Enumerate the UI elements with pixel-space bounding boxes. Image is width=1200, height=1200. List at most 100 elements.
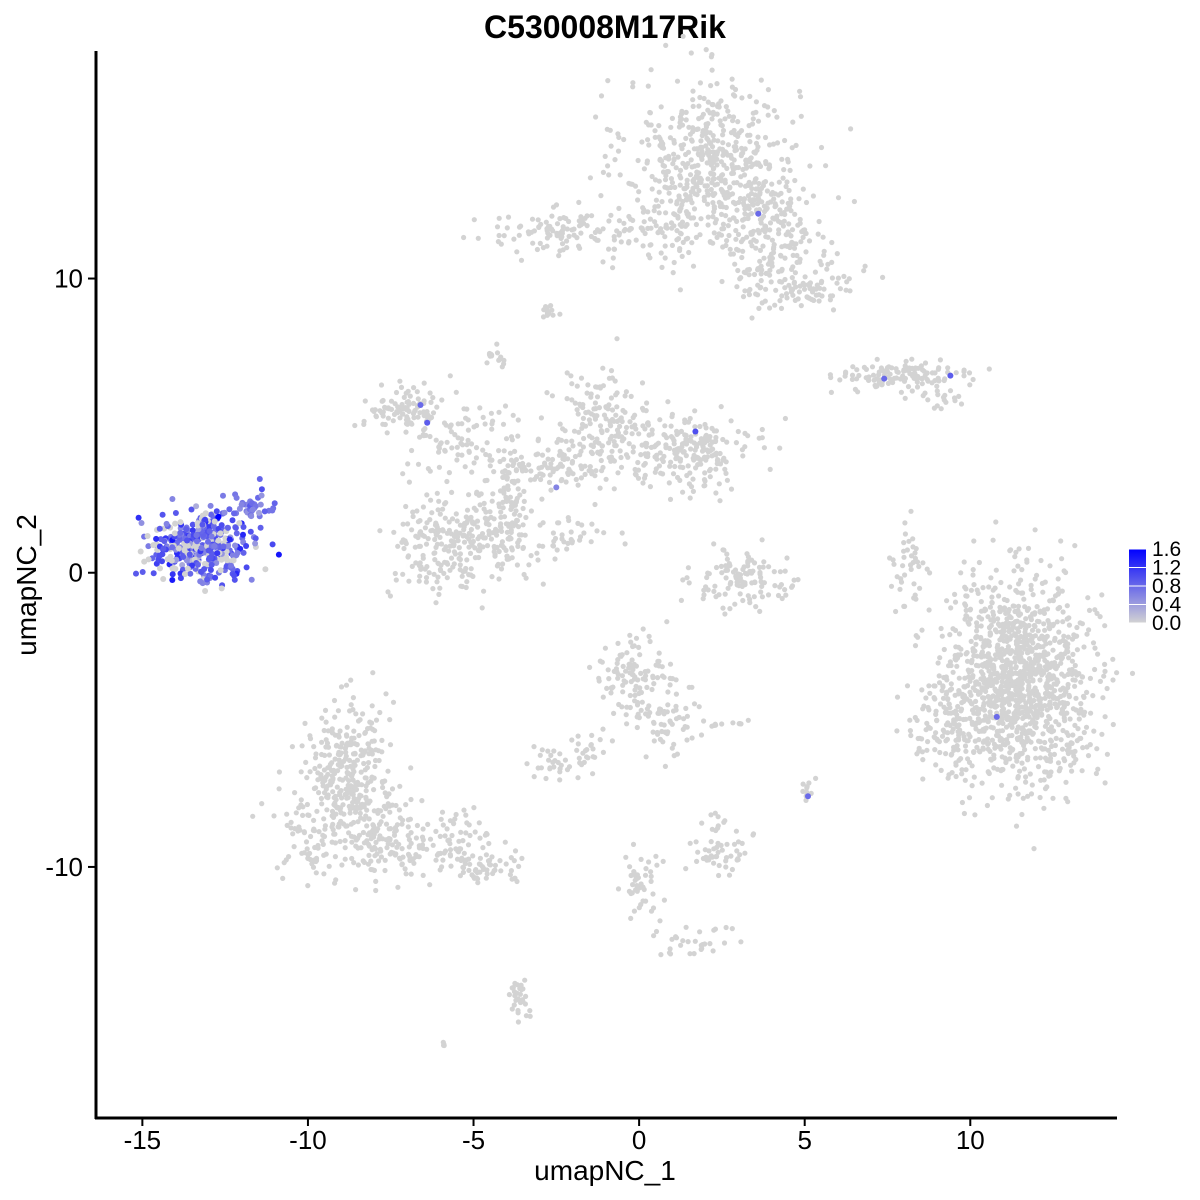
cell-point <box>952 599 959 605</box>
cell-point <box>425 821 431 828</box>
cell-point <box>894 369 900 375</box>
cell-point <box>513 457 520 463</box>
cell-point <box>711 209 717 215</box>
cell-point <box>1058 693 1064 700</box>
cell-point <box>1066 622 1072 628</box>
cell-point <box>1064 644 1070 651</box>
cell-point <box>338 818 344 824</box>
cell-point <box>734 857 740 863</box>
cell-point <box>1037 755 1043 761</box>
cell-point <box>990 537 996 543</box>
cell-point <box>757 608 763 615</box>
cell-point <box>871 377 877 383</box>
cell-point <box>735 247 742 253</box>
cell-point <box>676 714 682 721</box>
cell-point <box>680 938 686 944</box>
cell-point <box>692 447 698 453</box>
cell-point <box>1059 746 1066 752</box>
cell-point <box>1037 794 1043 801</box>
cell-point <box>713 438 719 444</box>
cell-point <box>363 775 369 781</box>
cell-point <box>708 171 714 177</box>
cell-point <box>734 579 740 585</box>
cell-point <box>959 767 965 773</box>
cell-point <box>410 400 417 406</box>
cell-point <box>633 663 640 669</box>
cell-point <box>537 752 543 758</box>
cell-point <box>505 486 511 492</box>
cell-point <box>771 216 778 222</box>
cell-point <box>728 579 734 586</box>
cell-point <box>554 233 560 239</box>
cell-point <box>521 488 527 494</box>
cell-point <box>548 461 554 467</box>
cell-point <box>708 186 714 193</box>
cell-point <box>894 694 901 700</box>
cell-point <box>695 162 701 168</box>
cell-point <box>455 452 461 458</box>
cell-point <box>454 457 460 463</box>
cell-point <box>970 673 976 679</box>
cell-point <box>610 265 616 271</box>
cell-point <box>438 541 445 547</box>
cell-point <box>549 213 555 219</box>
cell-point <box>720 605 726 611</box>
cell-point <box>513 468 520 474</box>
cell-point <box>365 726 371 732</box>
cell-point <box>912 555 919 561</box>
cell-point <box>588 742 594 748</box>
cell-point <box>1074 647 1080 653</box>
cell-point <box>371 867 377 874</box>
cell-point <box>651 738 657 744</box>
cell-point <box>418 564 424 570</box>
cell-point <box>1023 616 1029 622</box>
cell-point <box>1039 672 1045 678</box>
cell-point <box>461 539 468 545</box>
cell-point <box>683 705 689 712</box>
cell-point <box>834 280 840 286</box>
cell-point <box>671 753 677 759</box>
cell-point <box>821 286 827 292</box>
cell-point <box>615 640 621 647</box>
cell-point <box>1008 547 1014 553</box>
cell-point <box>578 222 584 228</box>
cell-point <box>734 218 740 224</box>
cell-point <box>988 703 994 709</box>
cell-point <box>1021 596 1027 602</box>
cell-point <box>986 625 993 631</box>
cell-point <box>329 813 335 819</box>
cell-point <box>1015 563 1021 569</box>
cell-point <box>296 805 302 811</box>
cell-point <box>970 572 976 578</box>
cell-point <box>1071 632 1077 638</box>
cell-point <box>455 435 461 441</box>
cell-point <box>743 161 749 167</box>
cell-point <box>772 302 778 308</box>
cell-point <box>636 905 642 911</box>
cell-point <box>961 559 967 565</box>
cell-point <box>733 828 740 834</box>
cell-point <box>483 875 489 881</box>
cell-point <box>782 137 788 144</box>
cell-point <box>595 450 601 456</box>
cell-point <box>837 377 843 383</box>
cell-point <box>686 580 692 586</box>
cell-point <box>612 433 619 439</box>
cell-point <box>605 78 611 84</box>
cell-point <box>753 109 759 115</box>
cell-point <box>544 243 550 249</box>
cell-point <box>594 436 600 442</box>
cell-point <box>422 525 428 531</box>
cell-point <box>735 119 741 125</box>
cell-point <box>874 356 880 362</box>
cell-point <box>597 423 604 429</box>
cell-point <box>948 752 954 758</box>
cell-point <box>633 635 640 641</box>
cell-point <box>797 216 803 223</box>
cell-point <box>361 421 367 427</box>
cell-point <box>575 733 581 739</box>
cell-point <box>361 840 367 846</box>
cell-point <box>789 266 795 272</box>
cell-point <box>312 755 319 761</box>
cell-point <box>640 480 646 486</box>
